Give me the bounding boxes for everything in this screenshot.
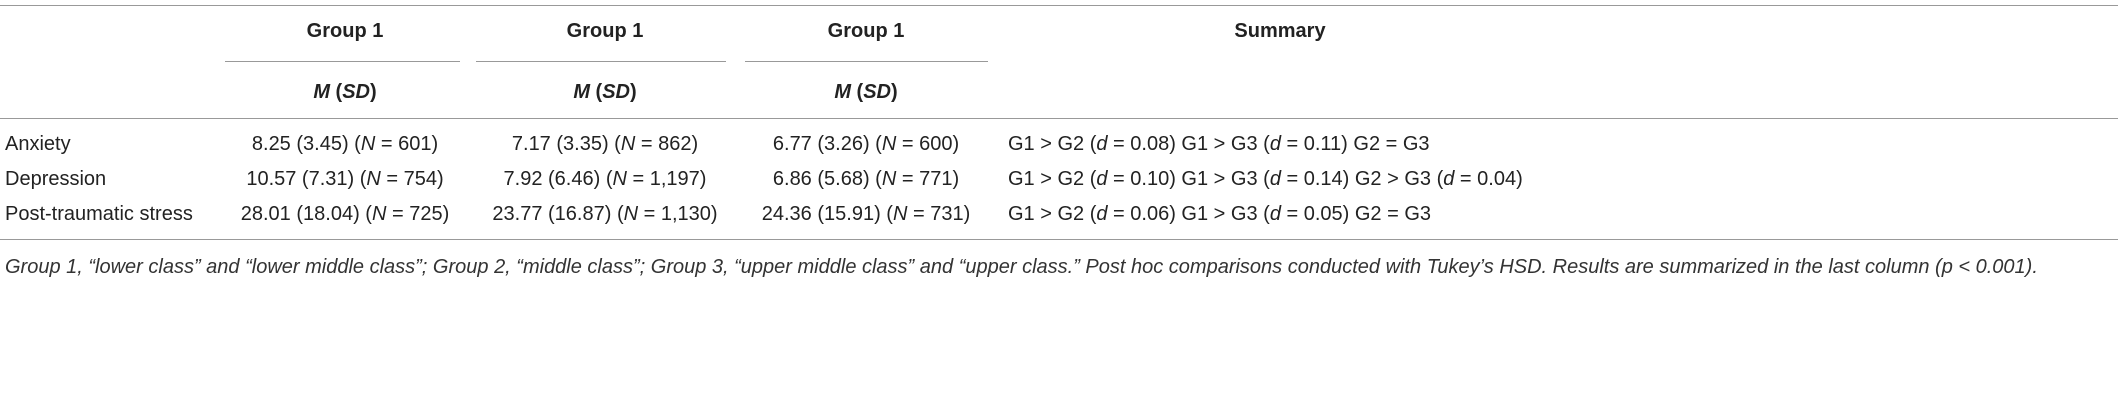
cell: 28.01 (18.04) (N = 725) xyxy=(240,203,450,225)
cell: 24.36 (15.91) (N = 731) xyxy=(761,203,971,225)
group-header: Group 1 xyxy=(566,20,644,42)
summary-cell: G1 > G2 (d = 0.06) G1 > G3 (d = 0.05) G2… xyxy=(1008,203,1432,225)
italic-symbol: d xyxy=(1096,168,1108,190)
italic-symbol: d xyxy=(1443,168,1455,190)
italic-symbol: SD xyxy=(602,81,631,103)
cell: 7.92 (6.46) (N = 1,197) xyxy=(503,168,707,190)
bottom-rule xyxy=(0,239,2118,240)
cell: 6.86 (5.68) (N = 771) xyxy=(772,168,960,190)
row-label: Post-traumatic stress xyxy=(5,203,193,225)
group-rule xyxy=(745,61,988,62)
top-rule xyxy=(0,5,2118,6)
summary-cell: G1 > G2 (d = 0.08) G1 > G3 (d = 0.11) G2… xyxy=(1008,133,1430,155)
row-label: Depression xyxy=(5,168,107,190)
italic-symbol: N xyxy=(371,203,387,225)
group-rule xyxy=(225,61,460,62)
italic-symbol: N xyxy=(612,168,627,190)
stat-header: M (SD) xyxy=(834,81,898,103)
italic-symbol: N xyxy=(881,168,897,190)
italic-symbol: d xyxy=(1269,133,1281,155)
italic-symbol: M xyxy=(573,81,590,103)
italic-symbol: d xyxy=(1269,168,1281,190)
italic-symbol: M xyxy=(313,81,330,103)
stat-header: M (SD) xyxy=(313,81,377,103)
cell: 7.17 (3.35) (N = 862) xyxy=(511,133,699,155)
italic-symbol: N xyxy=(881,133,897,155)
summary-cell: G1 > G2 (d = 0.10) G1 > G3 (d = 0.14) G2… xyxy=(1008,168,1523,190)
group-header: Group 1 xyxy=(306,20,384,42)
cell: 10.57 (7.31) (N = 754) xyxy=(246,168,444,190)
summary-header: Summary xyxy=(1234,20,1326,42)
italic-symbol: SD xyxy=(342,81,371,103)
row-label: Anxiety xyxy=(5,133,71,155)
italic-symbol: M xyxy=(834,81,851,103)
cell: 8.25 (3.45) (N = 601) xyxy=(251,133,439,155)
stat-header: M (SD) xyxy=(573,81,637,103)
footnote: Group 1, “lower class” and “lower middle… xyxy=(5,256,2038,278)
italic-symbol: d xyxy=(1096,203,1108,225)
group-header: Group 1 xyxy=(827,20,905,42)
italic-symbol: SD xyxy=(863,81,892,103)
italic-symbol: N xyxy=(360,133,376,155)
italic-symbol: N xyxy=(623,203,639,225)
header-rule xyxy=(0,118,2118,119)
italic-symbol: d xyxy=(1269,203,1281,225)
group-rule xyxy=(476,61,726,62)
italic-symbol: d xyxy=(1096,133,1108,155)
italic-symbol: N xyxy=(620,133,636,155)
cell: 6.77 (3.26) (N = 600) xyxy=(772,133,960,155)
cell: 23.77 (16.87) (N = 1,130) xyxy=(492,203,718,225)
italic-symbol: N xyxy=(366,168,381,190)
italic-symbol: N xyxy=(892,203,908,225)
